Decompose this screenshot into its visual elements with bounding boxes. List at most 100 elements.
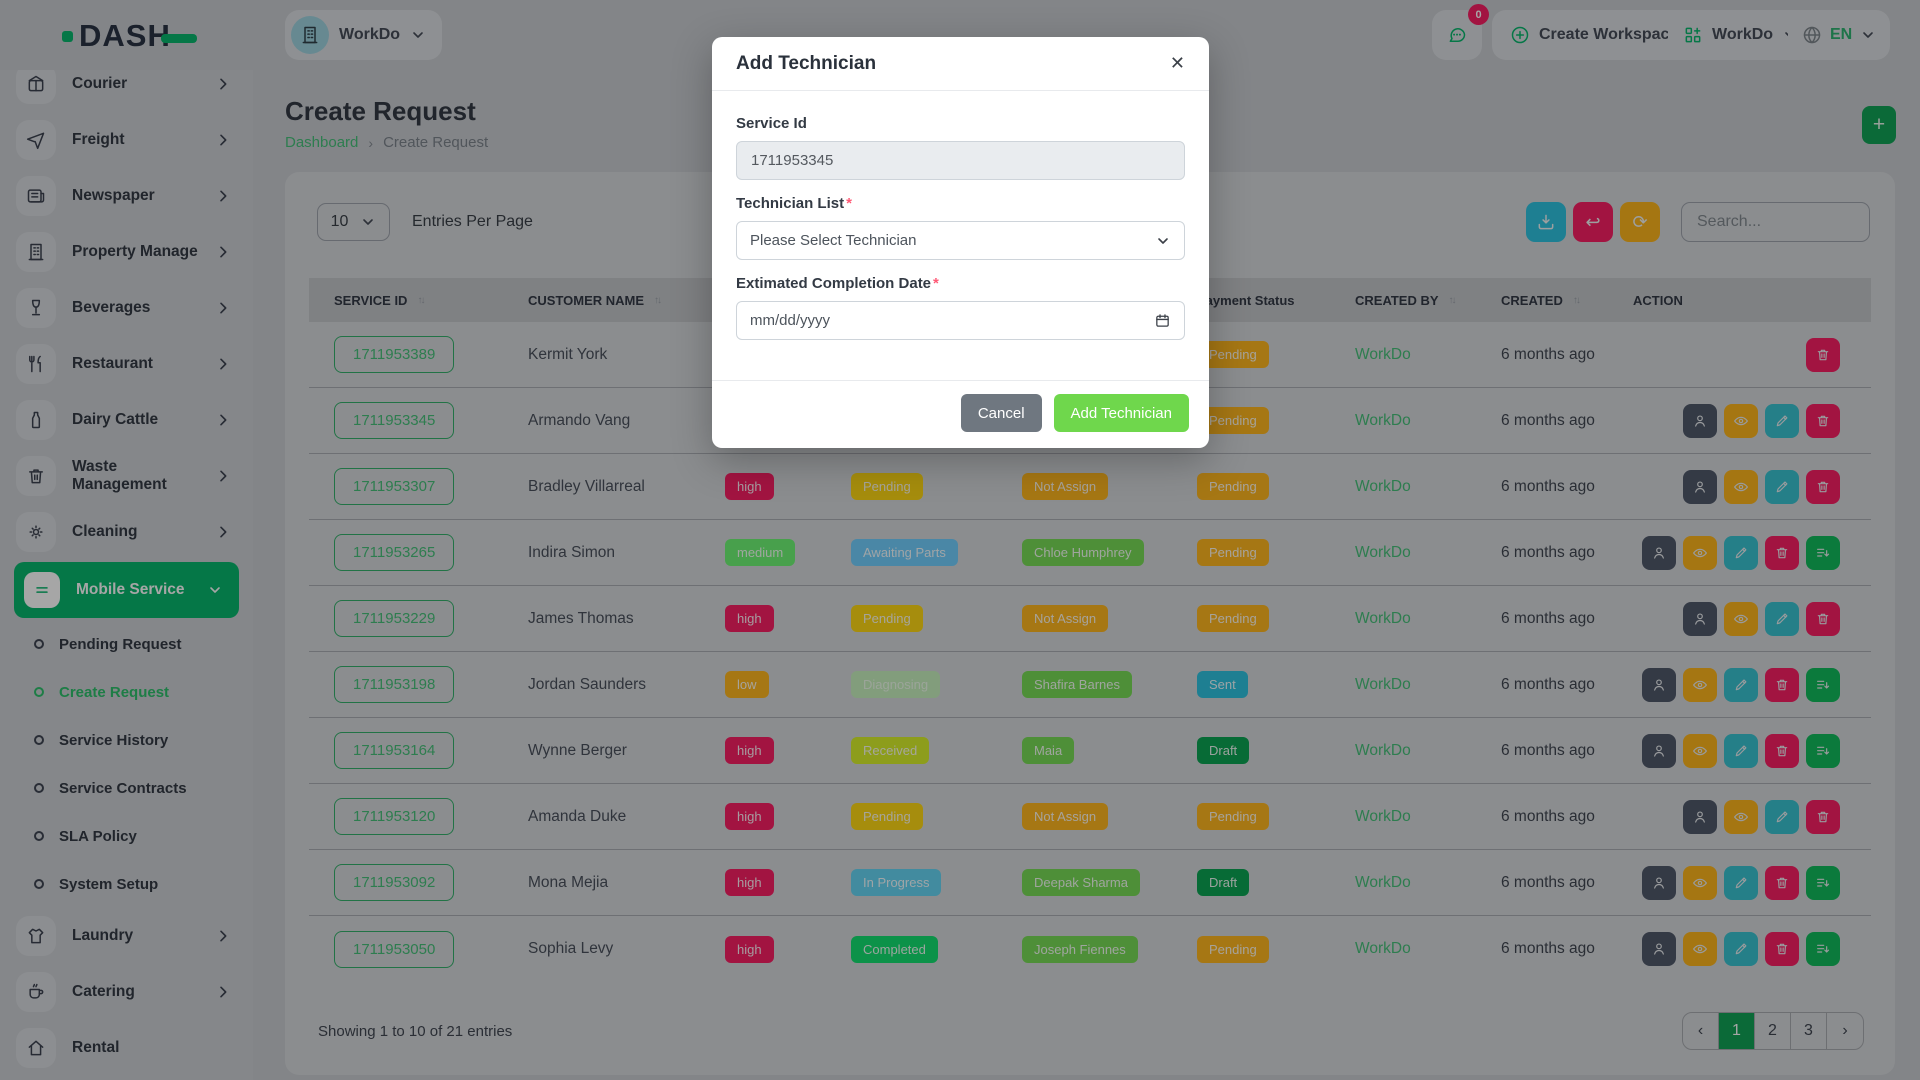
edit-action-button[interactable] xyxy=(1724,932,1758,966)
sidebar-item-catering[interactable]: Catering xyxy=(0,964,253,1020)
user-action-button[interactable] xyxy=(1642,667,1676,702)
pagination-prev[interactable]: ‹ xyxy=(1683,1013,1719,1049)
column-header-created[interactable]: CREATED ↑↓ xyxy=(1501,292,1581,308)
technician-select[interactable]: Please Select Technician xyxy=(736,221,1185,260)
eye-action-button[interactable] xyxy=(1683,667,1717,702)
export-download-button[interactable] xyxy=(1526,202,1566,242)
edit-action-button[interactable] xyxy=(1724,733,1758,768)
created-by-link[interactable]: WorkDo xyxy=(1355,807,1411,825)
sidebar-item-mobile-service[interactable]: Mobile Service xyxy=(14,562,239,618)
pagination-page-3[interactable]: 3 xyxy=(1791,1013,1827,1049)
eye-action-button[interactable] xyxy=(1683,535,1717,570)
pagination-next[interactable]: › xyxy=(1842,1022,1848,1039)
list-action-button[interactable] xyxy=(1806,667,1840,702)
sidebar-subitem-create-request[interactable]: Create Request xyxy=(0,668,253,716)
add-request-button[interactable]: + xyxy=(1862,106,1896,144)
delete-action-button[interactable] xyxy=(1806,799,1840,834)
sidebar-subitem-service-history[interactable]: Service History xyxy=(0,716,253,764)
refresh-button[interactable]: ⟳ xyxy=(1620,202,1660,242)
table-card: 10 Entries Per Page ↩ ⟳ SERVICE ID↑↓ CUST… xyxy=(285,172,1895,1075)
created-by-link[interactable]: WorkDo xyxy=(1355,411,1411,429)
sidebar-item-property-manage[interactable]: Property Manage xyxy=(0,224,253,280)
sidebar-item-rental[interactable]: Rental xyxy=(0,1020,253,1076)
sidebar-item-dairy-cattle[interactable]: Dairy Cattle xyxy=(0,392,253,448)
user-action-button[interactable] xyxy=(1642,865,1676,900)
delete-action-button[interactable] xyxy=(1765,865,1799,900)
created-by-link[interactable]: WorkDo xyxy=(1355,873,1411,891)
created-by-link[interactable]: WorkDo xyxy=(1355,940,1411,957)
sidebar-subitem-pending-request[interactable]: Pending Request xyxy=(0,620,253,668)
edit-action-button[interactable] xyxy=(1765,799,1799,834)
pagination-page-1[interactable]: 1 xyxy=(1719,1013,1755,1049)
delete-action-button[interactable] xyxy=(1765,667,1799,702)
created-by-link[interactable]: WorkDo xyxy=(1355,543,1411,561)
column-header-created-by[interactable]: CREATED BY ↑↓ xyxy=(1355,292,1457,308)
edit-action-button[interactable] xyxy=(1724,535,1758,570)
eye-action-button[interactable] xyxy=(1683,733,1717,768)
reset-button[interactable]: ↩ xyxy=(1573,202,1613,242)
created-by-link[interactable]: WorkDo xyxy=(1355,477,1411,495)
delete-action-button[interactable] xyxy=(1806,469,1840,504)
list-action-button[interactable] xyxy=(1806,932,1840,966)
sidebar-subitem-system-setup[interactable]: System Setup xyxy=(0,860,253,908)
sidebar-item-laundry[interactable]: Laundry xyxy=(0,908,253,964)
edit-action-button[interactable] xyxy=(1765,469,1799,504)
delete-action-button[interactable] xyxy=(1765,932,1799,966)
edit-action-button[interactable] xyxy=(1765,403,1799,438)
user-action-button[interactable] xyxy=(1683,601,1717,636)
sidebar-item-cleaning[interactable]: Cleaning xyxy=(0,504,253,560)
delete-action-button[interactable] xyxy=(1806,403,1840,438)
eye-action-button[interactable] xyxy=(1683,865,1717,900)
page-size-select[interactable]: 10 xyxy=(317,203,390,241)
created-by-link[interactable]: WorkDo xyxy=(1355,345,1411,363)
sidebar: Courier Freight Newspaper Property Manage Be… xyxy=(0,70,253,1080)
create-workspace-button[interactable]: Create Workspace xyxy=(1492,10,1697,60)
eye-action-button[interactable] xyxy=(1724,403,1758,438)
column-header-customer-name[interactable]: CUSTOMER NAME ↑↓ xyxy=(528,292,662,308)
add-technician-button[interactable]: Add Technician xyxy=(1053,394,1189,432)
search-input[interactable] xyxy=(1681,202,1870,242)
list-action-button[interactable] xyxy=(1806,733,1840,768)
list-action-button[interactable] xyxy=(1806,535,1840,570)
sidebar-item-newspaper[interactable]: Newspaper xyxy=(0,168,253,224)
column-header-service-id[interactable]: SERVICE ID ↑↓ xyxy=(334,292,425,308)
delete-action-button[interactable] xyxy=(1806,601,1840,636)
eye-action-button[interactable] xyxy=(1724,799,1758,834)
user-action-button[interactable] xyxy=(1683,403,1717,438)
workspace-selector[interactable]: WorkDo xyxy=(285,10,443,60)
created-by-link[interactable]: WorkDo xyxy=(1355,609,1411,627)
eye-action-button[interactable] xyxy=(1683,932,1717,966)
edit-action-button[interactable] xyxy=(1724,865,1758,900)
eye-action-button[interactable] xyxy=(1724,469,1758,504)
edit-action-button[interactable] xyxy=(1765,601,1799,636)
sidebar-item-courier[interactable]: Courier xyxy=(0,70,253,112)
sidebar-item-waste-management[interactable]: Waste Management xyxy=(0,448,253,504)
chat-icon xyxy=(1447,25,1467,45)
user-action-button[interactable] xyxy=(1642,733,1676,768)
user-action-button[interactable] xyxy=(1642,535,1676,570)
edit-action-button[interactable] xyxy=(1724,667,1758,702)
messages-button[interactable]: 0 xyxy=(1432,4,1489,60)
sidebar-subitem-service-contracts[interactable]: Service Contracts xyxy=(0,764,253,812)
completion-date-input[interactable]: mm/dd/yyyy xyxy=(736,301,1185,340)
pagination-page-2[interactable]: 2 xyxy=(1755,1013,1791,1049)
user-action-button[interactable] xyxy=(1683,799,1717,834)
delete-action-button[interactable] xyxy=(1765,535,1799,570)
created-by-link[interactable]: WorkDo xyxy=(1355,675,1411,693)
close-icon[interactable]: ✕ xyxy=(1169,53,1185,73)
sidebar-item-restaurant[interactable]: Restaurant xyxy=(0,336,253,392)
user-action-button[interactable] xyxy=(1642,932,1676,966)
sidebar-item-beverages[interactable]: Beverages xyxy=(0,280,253,336)
breadcrumb-dashboard-link[interactable]: Dashboard xyxy=(285,134,359,151)
list-action-button[interactable] xyxy=(1806,865,1840,900)
user-action-button[interactable] xyxy=(1683,469,1717,504)
eye-action-button[interactable] xyxy=(1724,601,1758,636)
cancel-button[interactable]: Cancel xyxy=(960,394,1042,432)
created-by-link[interactable]: WorkDo xyxy=(1355,741,1411,759)
sidebar-subitem-sla-policy[interactable]: SLA Policy xyxy=(0,812,253,860)
language-selector[interactable]: EN xyxy=(1788,10,1891,60)
delete-action-button[interactable] xyxy=(1806,337,1840,372)
column-header-payment-status: Payment Status xyxy=(1197,292,1295,308)
sidebar-item-freight[interactable]: Freight xyxy=(0,112,253,168)
delete-action-button[interactable] xyxy=(1765,733,1799,768)
